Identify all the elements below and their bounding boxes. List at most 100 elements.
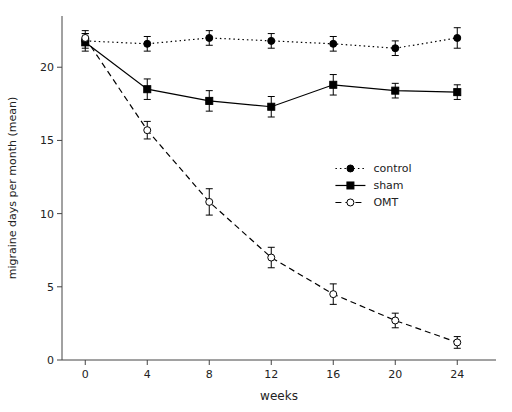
error-bar-cap: [206, 215, 213, 216]
point: [268, 37, 275, 44]
error-bar-cap: [330, 74, 337, 75]
y-tick: [57, 140, 62, 141]
error-bar-cap: [454, 48, 461, 49]
error-bar-cap: [330, 36, 337, 37]
legend: control sham OMT: [335, 162, 411, 209]
error-bar-cap: [454, 99, 461, 100]
x-axis-label: weeks: [260, 389, 298, 403]
error-bar: [330, 36, 337, 51]
error-bar-cap: [330, 283, 337, 284]
error-bar: [144, 79, 151, 99]
legend-label: control: [373, 162, 411, 175]
error-bar-cap: [454, 27, 461, 28]
error-bar: [454, 28, 461, 48]
error-bar: [454, 85, 461, 100]
error-bar: [268, 247, 275, 267]
point: [330, 81, 337, 88]
error-bar: [144, 121, 151, 139]
error-bar-cap: [392, 313, 399, 314]
x-tick-label: 8: [206, 368, 213, 381]
error-bar-cap: [144, 121, 151, 122]
x-tick: [209, 360, 210, 365]
error-bar-cap: [392, 55, 399, 56]
point: [82, 34, 89, 41]
x-tick: [271, 360, 272, 365]
y-tick-label: 10: [40, 208, 54, 221]
error-bar: [330, 284, 337, 304]
error-bar-cap: [330, 51, 337, 52]
point: [330, 291, 337, 298]
legend-marker: [347, 182, 354, 189]
error-bar: [454, 337, 461, 349]
error-bar-cap: [268, 48, 275, 49]
series: [82, 28, 461, 56]
error-bar: [206, 31, 213, 46]
y-tick: [57, 286, 62, 287]
point: [144, 127, 151, 134]
error-bar-cap: [392, 327, 399, 328]
error-bar-cap: [268, 247, 275, 248]
legend-label: OMT: [373, 196, 398, 209]
point: [206, 198, 213, 205]
error-bar-cap: [144, 78, 151, 79]
point: [206, 34, 213, 41]
plot-area: [82, 28, 461, 349]
series-line: [85, 38, 457, 342]
error-bar-cap: [144, 99, 151, 100]
point: [144, 40, 151, 47]
error-bar-cap: [144, 138, 151, 139]
y-axis-label: migraine days per month (mean): [6, 97, 19, 280]
x-tick-label: 12: [264, 368, 278, 381]
y-tick: [57, 213, 62, 214]
error-bar-cap: [82, 51, 89, 52]
x-tick-label: 16: [326, 368, 340, 381]
error-bar: [268, 97, 275, 117]
y-tick-label: 0: [47, 354, 54, 367]
error-bar-cap: [144, 36, 151, 37]
error-bar: [330, 75, 337, 95]
x-tick: [395, 360, 396, 365]
x-tick-label: 4: [144, 368, 151, 381]
error-bar-cap: [392, 97, 399, 98]
error-bar-cap: [268, 33, 275, 34]
error-bar-cap: [268, 117, 275, 118]
y-tick-label: 5: [47, 281, 54, 294]
error-bar-cap: [82, 30, 89, 31]
chart: 0481216202405101520weeksmigraine days pe…: [0, 0, 512, 412]
error-bar-cap: [392, 40, 399, 41]
error-bar-cap: [454, 84, 461, 85]
y-tick-label: 20: [40, 61, 54, 74]
error-bar: [268, 34, 275, 49]
error-bar-cap: [330, 304, 337, 305]
error-bar-cap: [268, 96, 275, 97]
point: [454, 339, 461, 346]
y-tick-label: 15: [40, 134, 54, 147]
error-bar: [82, 31, 89, 46]
x-tick-label: 20: [388, 368, 402, 381]
error-bar-cap: [454, 348, 461, 349]
point: [392, 45, 399, 52]
error-bar-cap: [206, 45, 213, 46]
error-bar-cap: [144, 51, 151, 52]
error-bar-cap: [206, 188, 213, 189]
series: [82, 34, 461, 117]
legend-marker: [347, 199, 354, 206]
point: [454, 89, 461, 96]
x-tick: [457, 360, 458, 365]
error-bar-cap: [206, 30, 213, 31]
point: [392, 317, 399, 324]
point: [392, 87, 399, 94]
error-bar-cap: [82, 45, 89, 46]
y-tick: [57, 67, 62, 68]
error-bar: [206, 91, 213, 111]
point: [330, 40, 337, 47]
x-tick: [333, 360, 334, 365]
error-bar: [82, 34, 89, 49]
legend-label: sham: [373, 179, 403, 192]
error-bar: [206, 189, 213, 215]
error-bar-cap: [454, 336, 461, 337]
error-bar-cap: [206, 90, 213, 91]
point: [268, 254, 275, 261]
point: [454, 34, 461, 41]
error-bar: [392, 83, 399, 98]
